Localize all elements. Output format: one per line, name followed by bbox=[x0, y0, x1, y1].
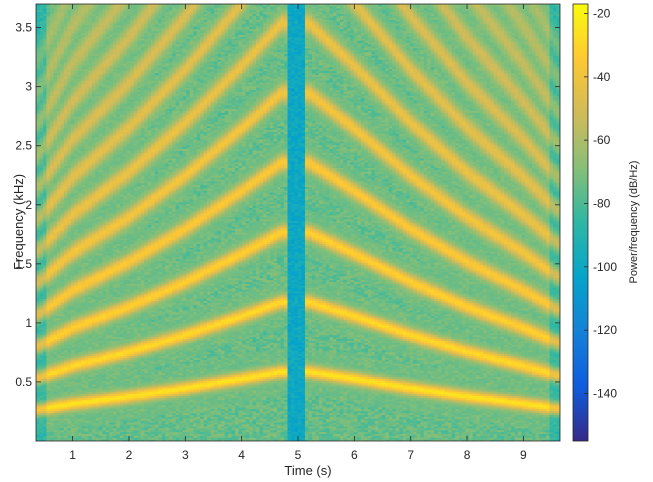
spectrogram-heatmap bbox=[36, 4, 561, 442]
